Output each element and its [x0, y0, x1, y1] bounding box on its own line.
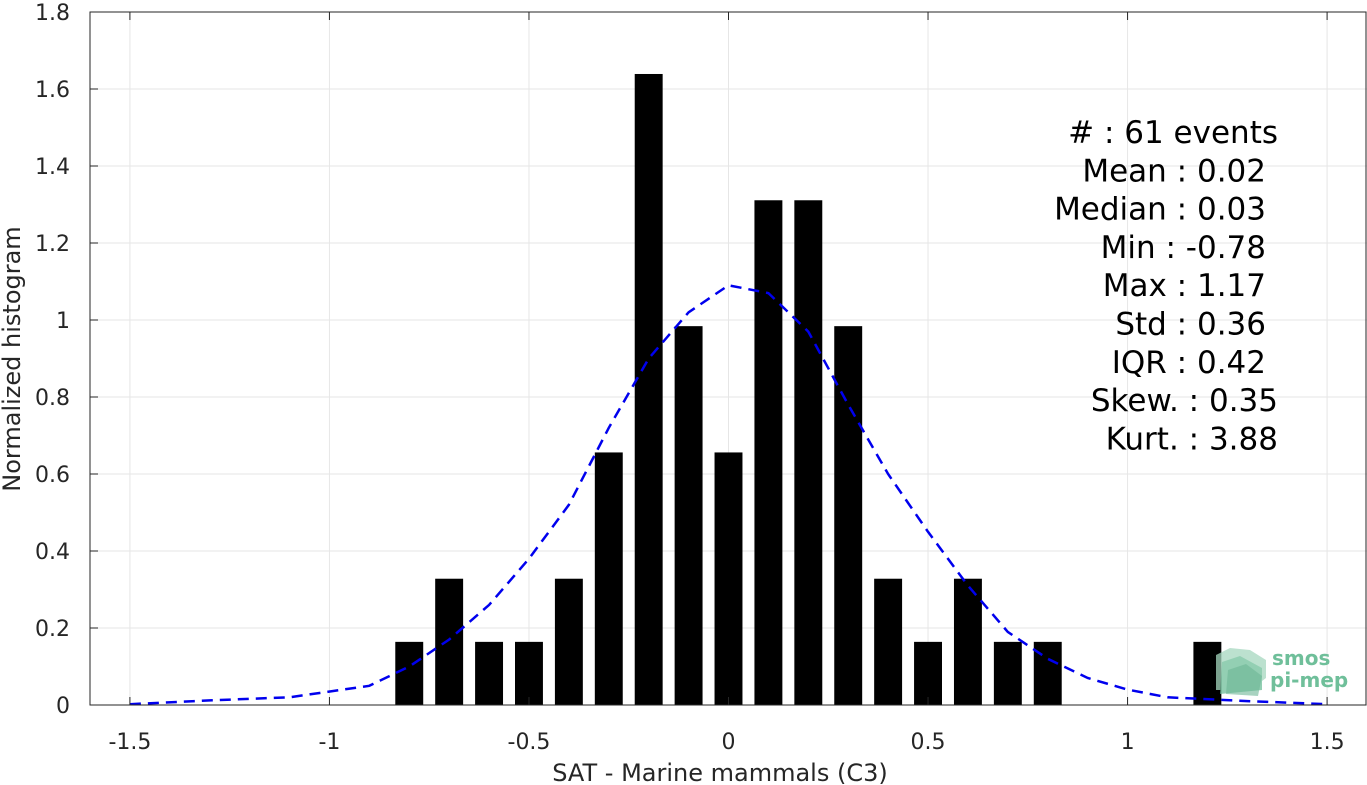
y-tick-label: 1.8: [35, 1, 70, 26]
logo-line2: pi-mep: [1270, 668, 1348, 692]
y-tick-label: 1: [56, 309, 70, 334]
axis-ticks: [90, 11, 1328, 706]
x-tick-label: 0.5: [911, 730, 946, 755]
x-tick-label: -0.5: [508, 730, 551, 755]
histogram-bars: [395, 73, 1222, 706]
stat-line: Median : 0.03: [1054, 192, 1266, 228]
y-tick-label: 0.4: [35, 540, 70, 565]
y-tick-labels: 0 0.2 0.4 0.6 0.8 1 1.2 1.4 1.6 1.8: [35, 1, 70, 719]
y-tick-label: 1.6: [35, 78, 70, 103]
histogram-bar: [714, 452, 743, 705]
stat-line: Mean : 0.02: [1082, 153, 1266, 189]
y-tick-label: 1.4: [35, 155, 70, 180]
normal-fit-curve: [129, 283, 1328, 706]
histogram-bar: [874, 578, 903, 705]
histogram-bar: [834, 326, 863, 705]
histogram-bar: [515, 641, 543, 705]
stat-line: Skew. : 0.35: [1091, 383, 1278, 419]
histogram-bar: [794, 200, 823, 705]
histogram-bar: [993, 641, 1022, 705]
logo-line1: smos: [1272, 646, 1330, 670]
y-tick-label: 0: [56, 694, 70, 719]
y-tick-label: 0.6: [35, 463, 70, 488]
stat-line: Std : 0.36: [1115, 307, 1266, 343]
y-axis-label: Normalized histogram: [0, 226, 26, 491]
histogram-bar: [554, 578, 583, 705]
x-tick-label: 1.5: [1310, 730, 1345, 755]
stat-line: Kurt. : 3.88: [1106, 421, 1278, 457]
x-tick-label: -1.5: [108, 730, 151, 755]
histogram-bar: [674, 326, 703, 705]
x-axis-label: SAT - Marine mammals (C3): [552, 759, 887, 785]
smos-pi-mep-logo: smos pi-mep: [1216, 646, 1348, 696]
histogram-bar: [754, 200, 783, 705]
histogram-bar: [634, 73, 663, 706]
histogram-bar: [395, 641, 424, 705]
stat-line: Min : -0.78: [1101, 230, 1266, 266]
histogram-bar: [914, 641, 942, 705]
x-tick-labels: -1.5 -1 -0.5 0 0.5 1 1.5: [108, 730, 1344, 755]
histogram-bar: [435, 578, 464, 705]
y-tick-label: 0.8: [35, 386, 70, 411]
histogram-bar: [594, 452, 623, 705]
y-tick-label: 0.2: [35, 617, 70, 642]
stat-line: # : 61 events: [1068, 115, 1278, 151]
logo-waves-icon: [1216, 648, 1266, 696]
stat-line: IQR : 0.42: [1112, 345, 1266, 381]
y-tick-label: 1.2: [35, 232, 70, 257]
x-tick-label: -1: [318, 730, 340, 755]
histogram-bar: [475, 641, 504, 705]
histogram-bar: [953, 578, 982, 705]
x-tick-label: 0: [722, 730, 736, 755]
x-tick-label: 1: [1121, 730, 1135, 755]
stat-line: Max : 1.17: [1103, 268, 1266, 304]
